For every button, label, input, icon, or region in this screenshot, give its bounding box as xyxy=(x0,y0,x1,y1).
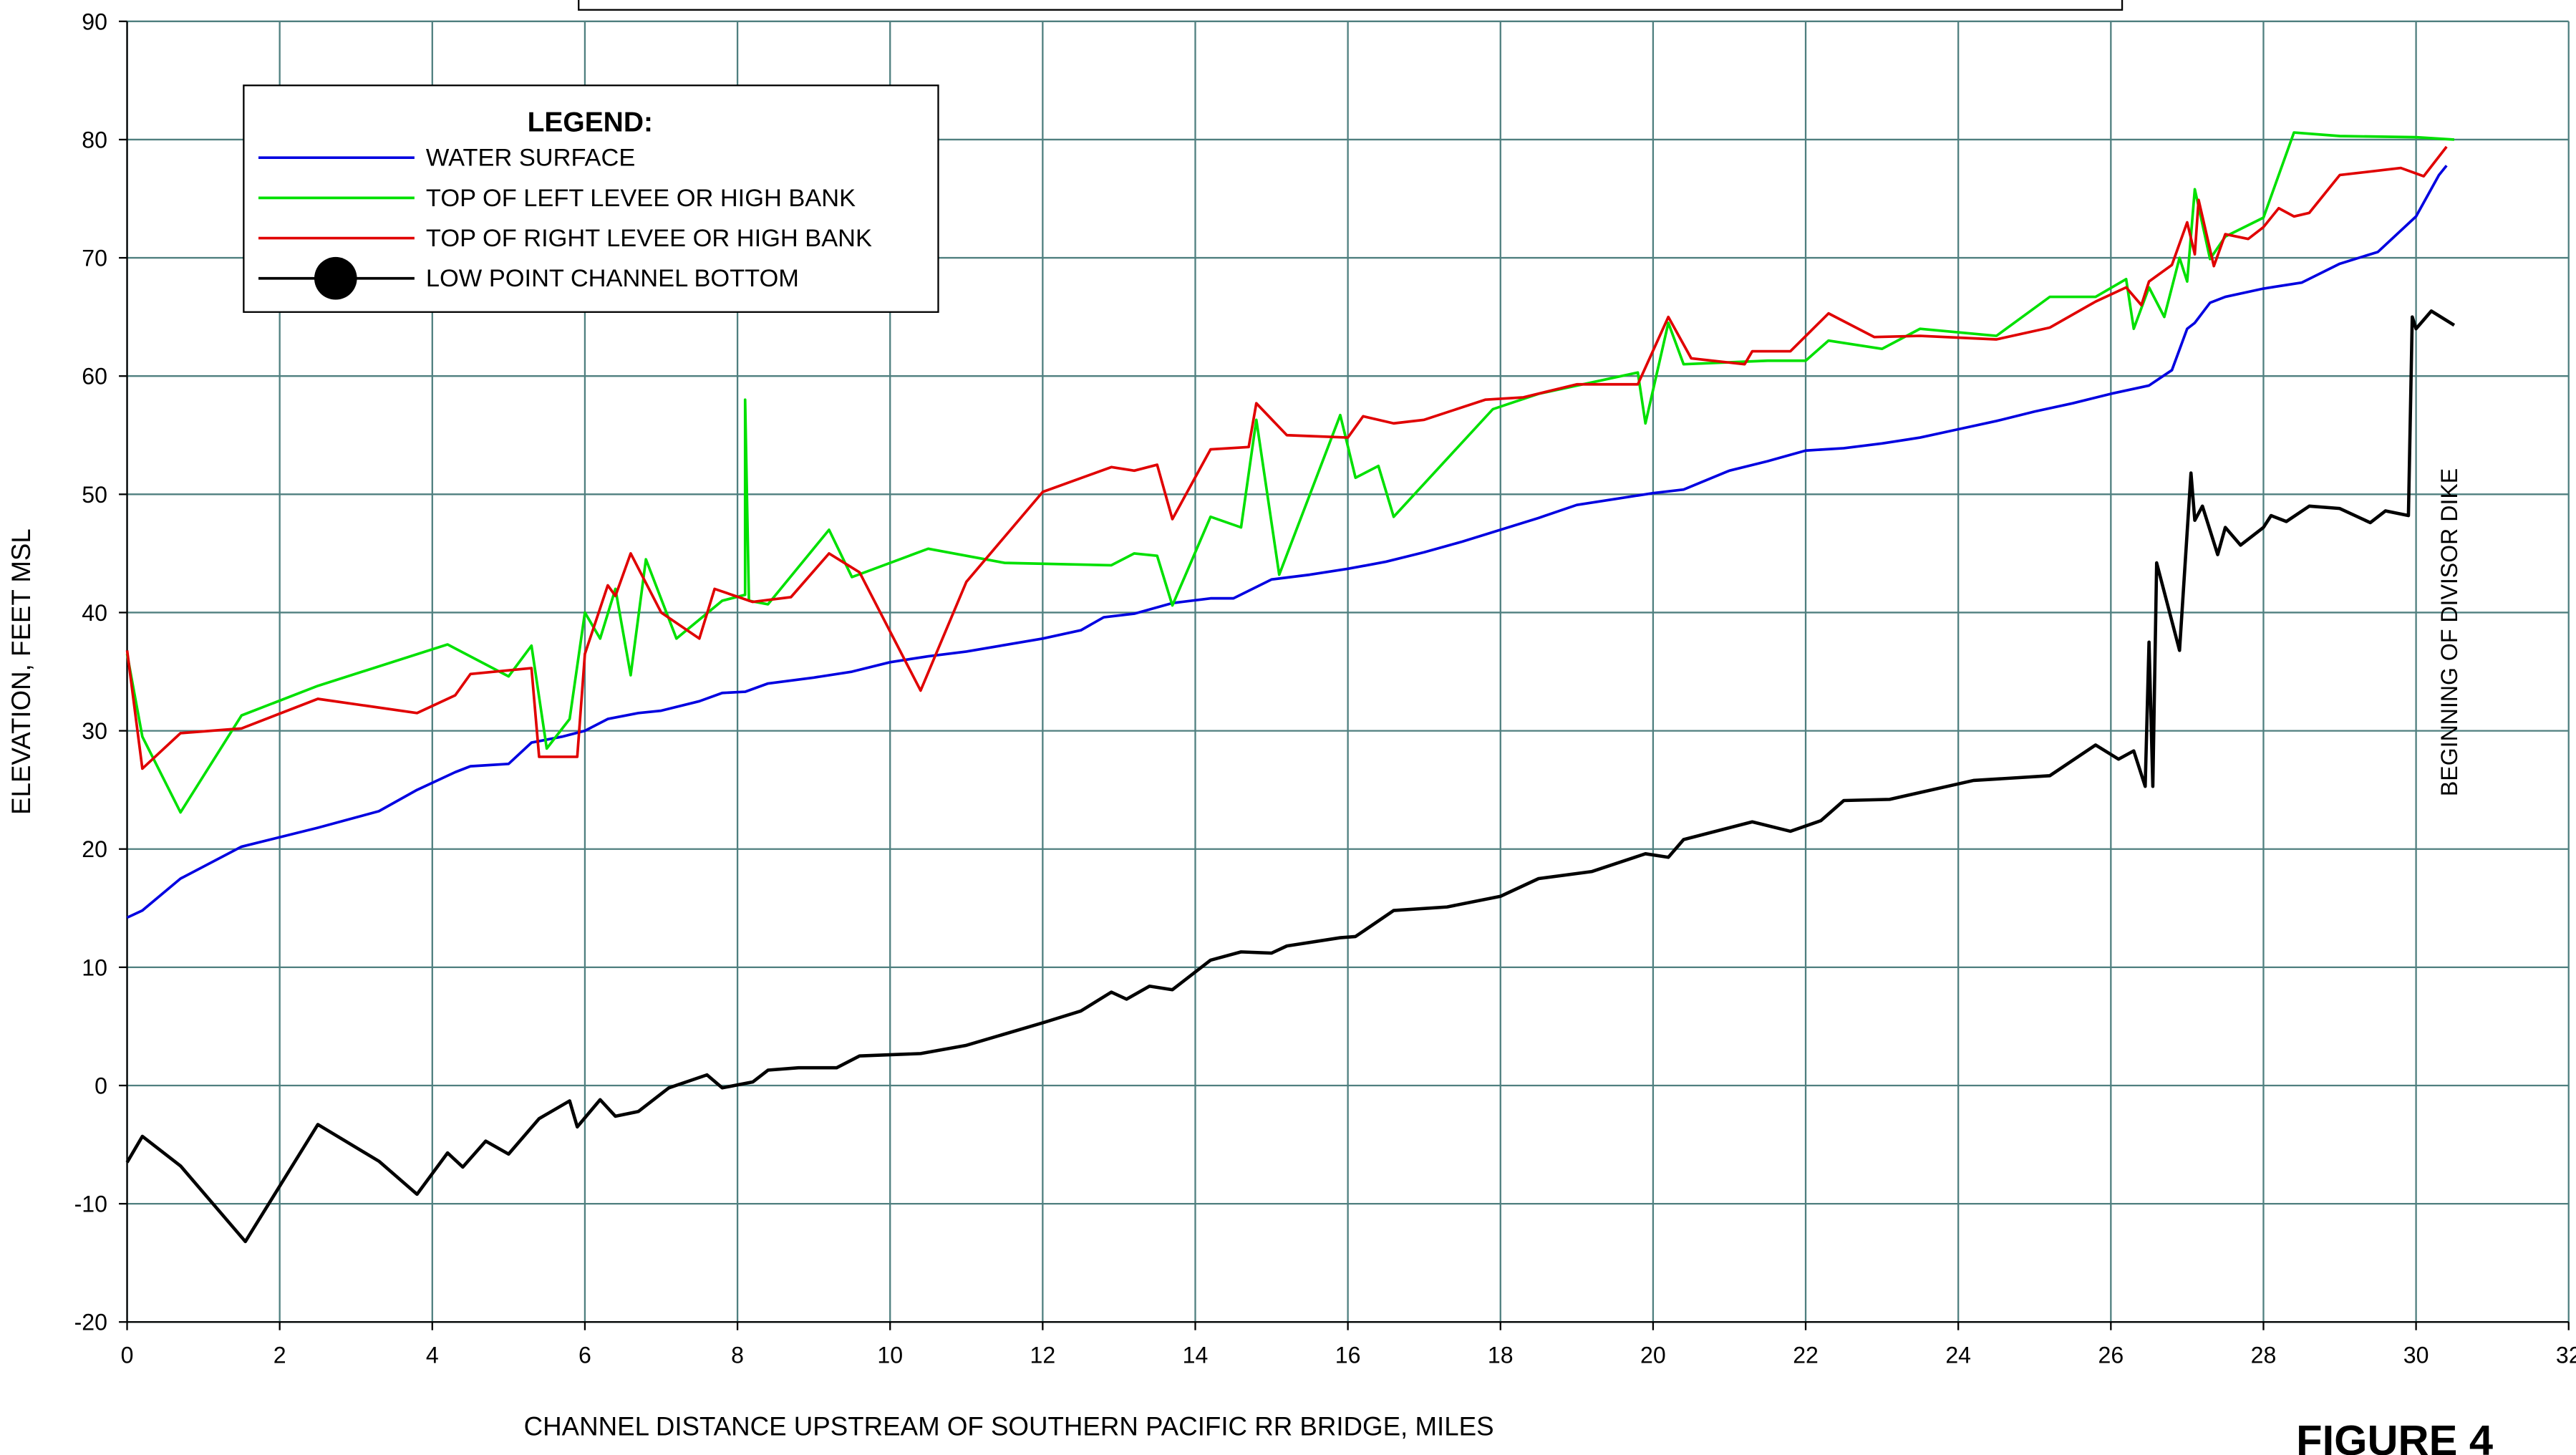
legend-label: LOW POINT CHANNEL BOTTOM xyxy=(426,265,799,292)
series-line xyxy=(125,309,2456,1244)
y-tick-label: 40 xyxy=(82,600,107,626)
y-tick-label: -10 xyxy=(74,1191,107,1217)
legend-label: TOP OF RIGHT LEVEE OR HIGH BANK xyxy=(426,225,872,252)
x-tick-label: 16 xyxy=(1335,1343,1361,1368)
x-tick-label: 26 xyxy=(2098,1343,2124,1368)
x-tick-label: 28 xyxy=(2251,1343,2277,1368)
x-tick-label: 32 xyxy=(2556,1343,2576,1368)
x-tick-label: 30 xyxy=(2403,1343,2429,1368)
y-axis-label: ELEVATION, FEET MSL xyxy=(6,528,36,815)
y-tick-label: 30 xyxy=(82,718,107,744)
x-tick-label: 24 xyxy=(1945,1343,1971,1368)
x-axis-label: CHANNEL DISTANCE UPSTREAM OF SOUTHERN PA… xyxy=(524,1411,1494,1441)
y-tick-label: -20 xyxy=(74,1310,107,1335)
x-tick-label: 12 xyxy=(1030,1343,1056,1368)
x-tick-label: 8 xyxy=(731,1343,744,1368)
x-tick-label: 10 xyxy=(877,1343,903,1368)
x-tick-label: 0 xyxy=(121,1343,134,1368)
series-line xyxy=(125,131,2454,814)
x-tick-label: 14 xyxy=(1183,1343,1209,1368)
y-tick-label: 90 xyxy=(82,9,107,34)
legend-marker xyxy=(314,256,357,300)
x-tick-label: 2 xyxy=(273,1343,286,1368)
title-box xyxy=(578,0,2124,11)
legend-label: TOP OF LEFT LEVEE OR HIGH BANK xyxy=(426,185,856,212)
figure-label: FIGURE 4 xyxy=(2296,1416,2493,1455)
y-tick-label: 10 xyxy=(82,954,107,980)
series-line xyxy=(126,165,2448,919)
y-tick-label: 0 xyxy=(95,1073,107,1098)
annotation: BEGINNING OF DIVISOR DIKE xyxy=(2436,468,2462,796)
y-tick-label: 20 xyxy=(82,836,107,862)
x-tick-label: 18 xyxy=(1488,1343,1514,1368)
x-tick-label: 20 xyxy=(1640,1343,1666,1368)
x-tick-label: 22 xyxy=(1793,1343,1819,1368)
x-tick-label: 4 xyxy=(426,1343,439,1368)
plot xyxy=(125,131,2456,1244)
series-line xyxy=(125,145,2448,770)
legend-label: WATER SURFACE xyxy=(426,145,635,172)
y-tick-label: 60 xyxy=(82,364,107,390)
y-tick-label: 70 xyxy=(82,246,107,271)
legend: LEGEND: WATER SURFACE TOP OF LEFT LEVEE O… xyxy=(243,84,939,313)
x-tick-label: 6 xyxy=(578,1343,591,1368)
y-tick-label: 50 xyxy=(82,482,107,508)
legend-title: LEGEND: xyxy=(528,107,653,137)
y-tick-label: 80 xyxy=(82,127,107,153)
